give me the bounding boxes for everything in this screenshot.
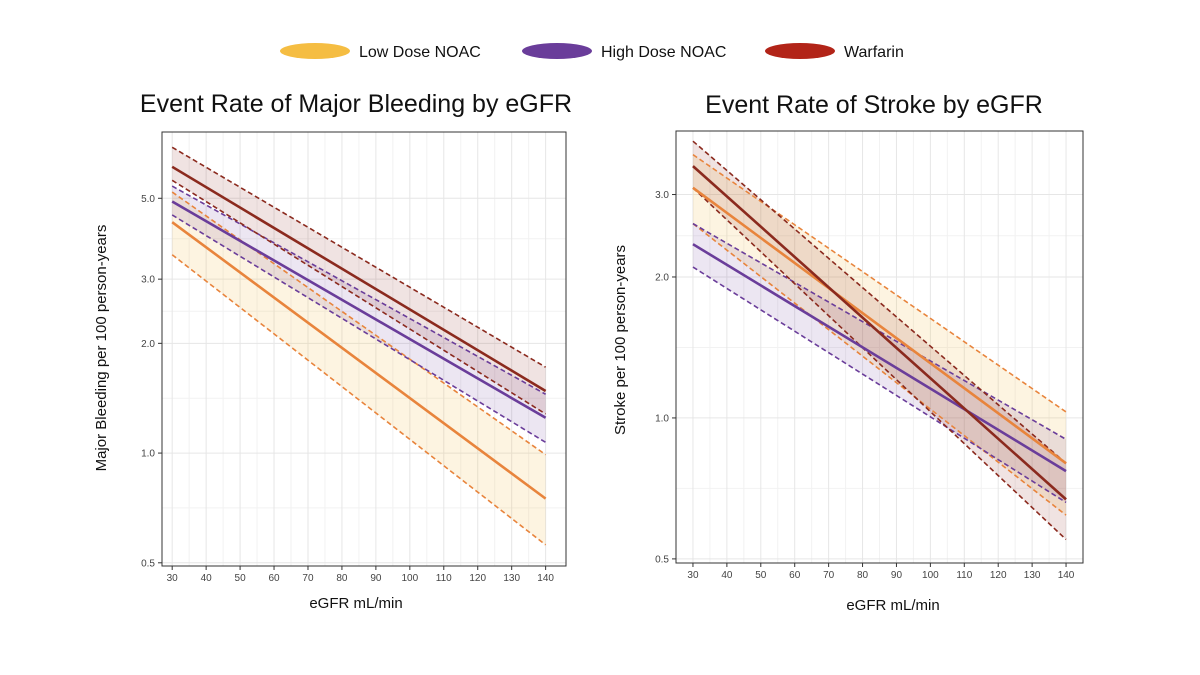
bleeding-x-tick-label: 30	[167, 573, 179, 584]
stroke-panel-border	[675, 130, 1084, 564]
bleeding-x-tick-label: 100	[401, 573, 418, 584]
stroke-chart-title: Event Rate of Stroke by eGFR	[705, 91, 1043, 119]
stroke-line-high-dose	[692, 243, 1067, 473]
bleeding-y-axis-label: Major Bleeding per 100 person-years	[93, 225, 110, 472]
stroke-y-tick-label: 1.0	[655, 413, 669, 424]
bleeding-x-tick-label: 90	[370, 573, 382, 584]
bleeding-x-tick-label: 40	[201, 573, 213, 584]
bleeding-chart: Event Rate of Major Bleeding by eGFR eGF…	[93, 90, 572, 612]
stroke-y-tick-label: 2.0	[655, 272, 669, 283]
bleeding-x-tick-label: 130	[503, 573, 520, 584]
stroke-x-tick-label: 110	[956, 570, 972, 581]
bleeding-band-warfarin	[172, 147, 546, 414]
stroke-upper-bound-low-dose	[692, 153, 1067, 413]
bleeding-chart-title: Event Rate of Major Bleeding by eGFR	[140, 90, 572, 118]
legend-label-low-dose: Low Dose NOAC	[359, 44, 481, 61]
stroke-x-axis-label: eGFR mL/min	[846, 597, 939, 614]
stroke-lower-bound-low-dose	[692, 222, 1067, 516]
stroke-band-low-dose	[692, 154, 1067, 516]
stroke-x-tick-label: 80	[857, 570, 869, 581]
stroke-x-tick-label: 140	[1058, 570, 1075, 581]
bleeding-band-low-dose	[172, 192, 546, 545]
bleeding-line-high-dose	[171, 200, 547, 419]
stroke-x-tick-label: 40	[721, 570, 733, 581]
bleeding-lower-bound-warfarin	[171, 179, 547, 415]
bleeding-x-tick-label: 110	[436, 573, 452, 584]
stroke-x-tick-label: 50	[755, 570, 767, 581]
bleeding-y-tick-label: 3.0	[141, 275, 155, 286]
stroke-x-tick-label: 70	[823, 570, 835, 581]
bleeding-x-tick-label: 140	[537, 573, 554, 584]
legend-label-high-dose: High Dose NOAC	[601, 44, 726, 61]
legend-swatch-low-dose	[280, 43, 350, 59]
bleeding-lower-bound-low-dose	[171, 254, 547, 546]
bleeding-line-low-dose	[171, 221, 547, 500]
bleeding-x-tick-label: 60	[268, 573, 280, 584]
legend-swatch-warfarin	[765, 43, 835, 59]
stroke-band-high-dose	[692, 223, 1067, 503]
legend: Low Dose NOAC High Dose NOAC Warfarin	[280, 43, 904, 61]
bleeding-y-tick-label: 0.5	[141, 558, 155, 569]
bleeding-x-tick-label: 80	[336, 573, 348, 584]
bleeding-x-tick-label: 50	[235, 573, 247, 584]
stroke-y-axis-label: Stroke per 100 person-years	[612, 245, 629, 435]
bleeding-y-tick-label: 5.0	[141, 194, 155, 205]
stroke-x-tick-label: 30	[687, 570, 699, 581]
bleeding-plot-area	[162, 132, 566, 566]
bleeding-upper-bound-high-dose	[171, 185, 547, 395]
bleeding-line-warfarin	[171, 165, 547, 393]
stroke-line-warfarin	[692, 165, 1067, 501]
bleeding-panel-border	[161, 131, 567, 567]
bleeding-upper-bound-low-dose	[171, 191, 547, 456]
stroke-y-tick-label: 3.0	[655, 190, 669, 201]
bleeding-x-tick-label: 120	[469, 573, 486, 584]
stroke-x-tick-label: 100	[922, 570, 939, 581]
bleeding-band-high-dose	[172, 186, 546, 443]
legend-swatch-high-dose	[522, 43, 592, 59]
stroke-x-tick-label: 60	[789, 570, 801, 581]
stroke-lower-bound-high-dose	[692, 266, 1067, 504]
stroke-line-low-dose	[692, 186, 1067, 465]
stroke-x-tick-label: 120	[990, 570, 1007, 581]
stroke-y-tick-label: 0.5	[655, 554, 669, 565]
legend-label-warfarin: Warfarin	[844, 44, 904, 61]
stroke-upper-bound-warfarin	[692, 140, 1067, 464]
stroke-x-tick-label: 90	[891, 570, 903, 581]
stroke-x-tick-label: 130	[1024, 570, 1041, 581]
stroke-lower-bound-warfarin	[692, 187, 1067, 541]
bleeding-y-tick-label: 2.0	[141, 339, 155, 350]
bleeding-y-tick-label: 1.0	[141, 449, 155, 460]
bleeding-x-axis-label: eGFR mL/min	[309, 595, 402, 612]
bleeding-x-tick-label: 70	[302, 573, 314, 584]
bleeding-upper-bound-warfarin	[171, 146, 547, 368]
stroke-band-warfarin	[692, 141, 1067, 540]
bleeding-lower-bound-high-dose	[171, 214, 547, 444]
stroke-chart: Event Rate of Stroke by eGFR eGFR mL/min…	[612, 91, 1084, 614]
